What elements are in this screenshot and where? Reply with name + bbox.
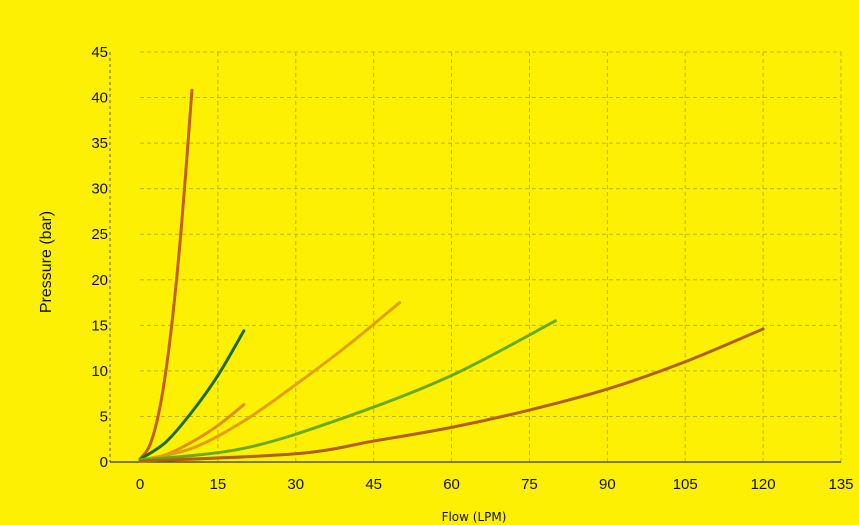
y-tick-label: 10	[91, 363, 108, 380]
y-tick-label: 5	[100, 408, 108, 425]
y-tick-label: 15	[91, 317, 108, 334]
y-tick-label: 0	[100, 454, 108, 471]
x-tick-label: 105	[673, 476, 698, 493]
x-tick-label: 135	[828, 476, 853, 493]
series-line-5	[138, 319, 557, 462]
x-tick-label: 60	[443, 476, 460, 493]
grid-lines	[140, 51, 842, 462]
x-tick-label: 15	[210, 476, 227, 493]
x-tick-label: 30	[287, 476, 304, 493]
y-axis-title: Pressure (bar)	[38, 211, 55, 313]
x-tick-label: 0	[136, 476, 144, 493]
series-lines	[138, 88, 765, 463]
x-tick-label: 75	[521, 476, 538, 493]
series-line-6	[138, 327, 765, 463]
y-tick-label: 20	[91, 272, 108, 289]
x-tick-label: 90	[599, 476, 616, 493]
y-tick-label: 40	[91, 90, 108, 107]
axes	[109, 52, 841, 463]
y-tick-label: 45	[91, 44, 108, 61]
series-line-2	[138, 329, 246, 461]
x-tick-label: 120	[751, 476, 776, 493]
x-tick-labels: 0 15 30 45 60 75 90 105 120 135	[136, 476, 854, 493]
y-tick-label: 30	[91, 181, 108, 198]
x-tick-label: 45	[365, 476, 382, 493]
series-line-4	[138, 301, 402, 462]
y-tick-label: 25	[91, 226, 108, 243]
x-axis-title: Flow (LPM)	[442, 510, 507, 524]
y-tick-labels: 0 5 10 15 20 25 30 35 40 45	[91, 44, 108, 471]
y-tick-label: 35	[91, 135, 108, 152]
series-line-1	[138, 88, 194, 461]
